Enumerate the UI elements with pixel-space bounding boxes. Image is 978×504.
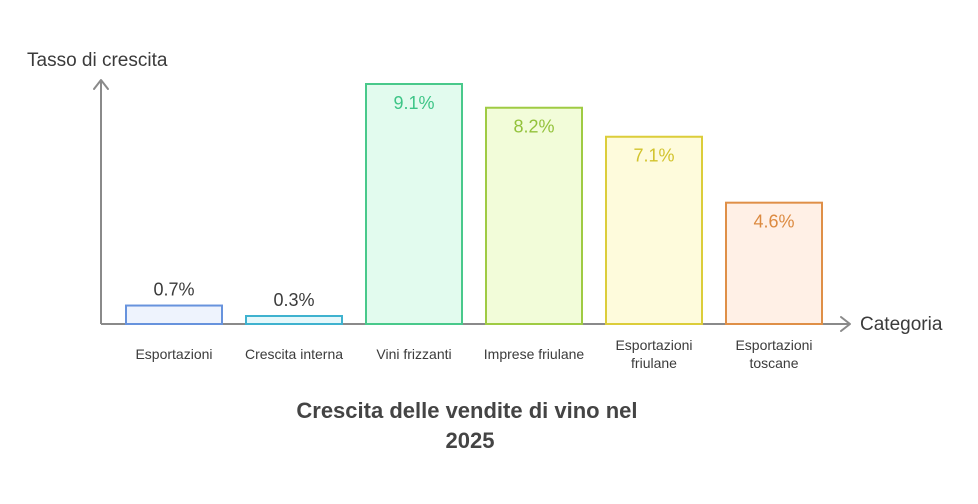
category-tick-labels: Esportazioni Crescita interna Vini frizzan… bbox=[135, 337, 812, 371]
chart-title-line-1: Crescita delle vendite di vino nel bbox=[296, 398, 637, 423]
tick-label-2: Vini frizzanti bbox=[376, 346, 451, 362]
chart-title: Crescita delle vendite di vino nel 2025 bbox=[296, 398, 643, 453]
y-axis-arrow-icon bbox=[93, 79, 109, 90]
x-axis-arrow-icon bbox=[840, 316, 851, 332]
tick-label-1-line-0: Crescita interna bbox=[245, 346, 343, 362]
value-label-5: 4.6% bbox=[753, 212, 794, 232]
tick-label-5: Esportazioni toscane bbox=[735, 337, 812, 371]
bar-3 bbox=[485, 106, 583, 325]
tick-label-3-line-0: Imprese friulane bbox=[484, 346, 585, 362]
value-label-1: 0.3% bbox=[273, 290, 314, 310]
value-label-2: 9.1% bbox=[393, 93, 434, 113]
value-labels: 0.7% 0.3% 9.1% 8.2% 7.1% 4.6% bbox=[153, 93, 794, 310]
bars bbox=[125, 83, 823, 325]
tick-label-4: Esportazioni friulane bbox=[615, 337, 692, 371]
bar-1 bbox=[245, 315, 343, 325]
bar-4 bbox=[605, 135, 703, 325]
x-axis-title: Categoria bbox=[860, 314, 943, 335]
chart-title-line-2: 2025 bbox=[446, 428, 495, 453]
tick-label-1: Crescita interna bbox=[245, 346, 343, 362]
tick-label-4-line-0: Esportazioni bbox=[615, 337, 692, 353]
y-axis-title: Tasso di crescita bbox=[27, 50, 168, 71]
value-label-0: 0.7% bbox=[153, 280, 194, 300]
bar-5 bbox=[725, 201, 823, 325]
tick-label-3: Imprese friulane bbox=[484, 346, 585, 362]
tick-label-5-line-1: toscane bbox=[749, 355, 798, 371]
bar-0 bbox=[125, 304, 223, 325]
tick-label-5-line-0: Esportazioni bbox=[735, 337, 812, 353]
tick-label-2-line-0: Vini frizzanti bbox=[376, 346, 451, 362]
tick-label-0-line-0: Esportazioni bbox=[135, 346, 212, 362]
tick-label-0: Esportazioni bbox=[135, 346, 212, 362]
value-label-3: 8.2% bbox=[513, 117, 554, 137]
bar-2 bbox=[365, 83, 463, 325]
value-label-4: 7.1% bbox=[633, 146, 674, 166]
tick-label-4-line-1: friulane bbox=[631, 355, 677, 371]
